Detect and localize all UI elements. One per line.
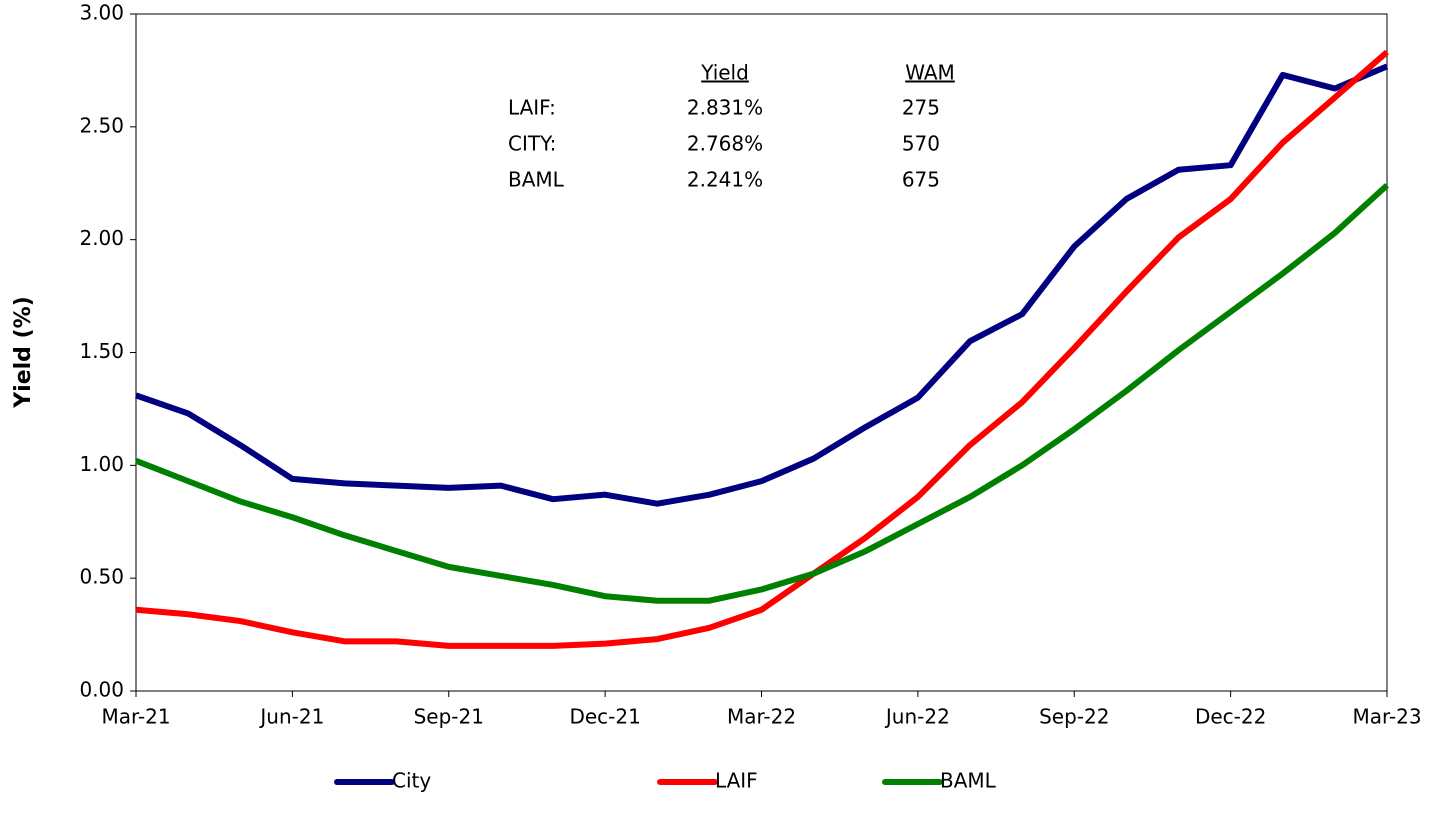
annotation-wam: 570 — [902, 132, 940, 156]
x-tick-label: Sep-22 — [1039, 705, 1109, 729]
annotation-header: Yield — [700, 61, 749, 85]
annotation-wam: 675 — [902, 168, 940, 192]
annotation-label: LAIF: — [508, 96, 556, 120]
x-tick-label: Sep-21 — [414, 705, 484, 729]
series-line — [134, 183, 1390, 604]
y-axis-title: Yield (%) — [11, 296, 36, 409]
annotation-label: BAML — [508, 168, 565, 192]
annotation-yield: 2.241% — [687, 168, 763, 192]
series-line — [135, 49, 1389, 649]
y-tick-label: 2.00 — [79, 226, 124, 250]
annotation-yield: 2.831% — [687, 96, 763, 120]
annotation-label: CITY: — [508, 132, 556, 156]
y-tick-label: 0.00 — [79, 678, 124, 702]
annotation-wam: 275 — [902, 96, 940, 120]
annotation-header: WAM — [905, 61, 955, 85]
x-tick-label: Mar-21 — [101, 705, 170, 729]
x-tick-label: Jun-21 — [258, 705, 324, 729]
legend-label: LAIF — [715, 769, 758, 793]
legend-label: BAML — [940, 769, 997, 793]
x-tick-label: Dec-21 — [569, 705, 640, 729]
y-tick-label: 3.00 — [79, 1, 124, 25]
x-tick-label: Dec-22 — [1195, 705, 1266, 729]
y-tick-label: 1.50 — [79, 339, 124, 363]
x-tick-label: Mar-22 — [727, 705, 796, 729]
y-tick-label: 2.50 — [79, 113, 124, 137]
y-tick-label: 0.50 — [79, 565, 124, 589]
x-tick-label: Jun-22 — [884, 705, 950, 729]
annotation-yield: 2.768% — [687, 132, 763, 156]
x-tick-label: Mar-23 — [1352, 705, 1421, 729]
series-line — [135, 63, 1389, 507]
legend-label: City — [392, 769, 431, 793]
y-tick-label: 1.00 — [79, 452, 124, 476]
